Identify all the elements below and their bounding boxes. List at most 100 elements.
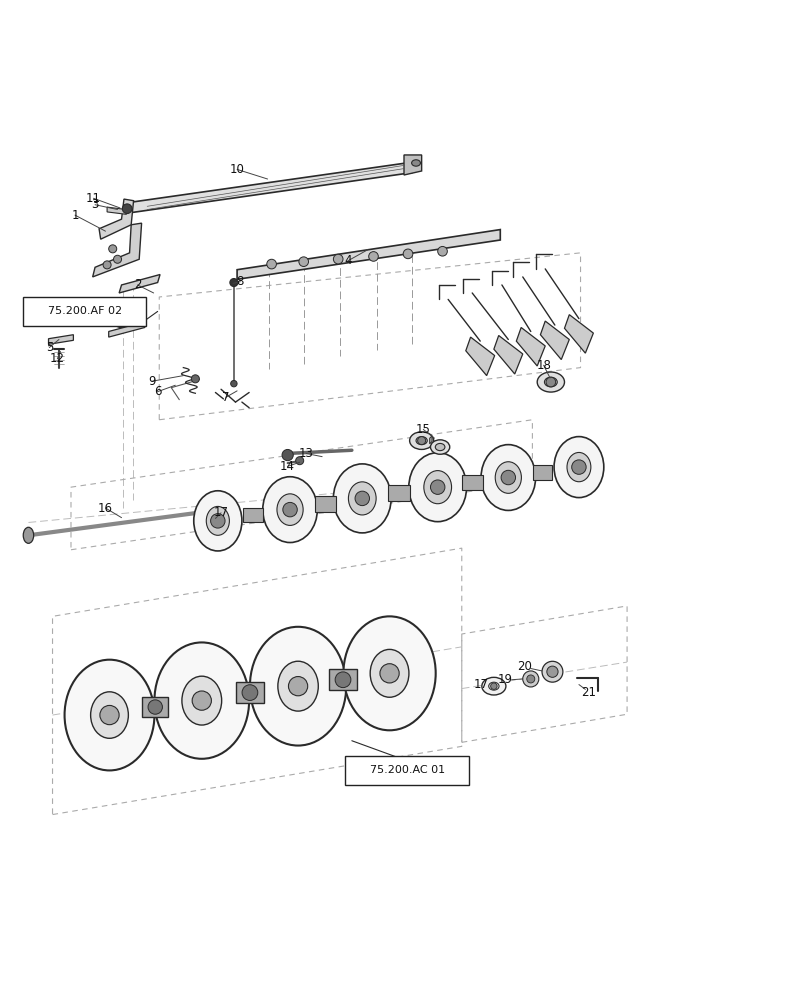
Ellipse shape	[343, 616, 436, 730]
Text: 17: 17	[473, 678, 489, 691]
Ellipse shape	[537, 372, 565, 392]
Ellipse shape	[348, 482, 377, 515]
Polygon shape	[430, 436, 432, 444]
Text: 7: 7	[222, 391, 229, 404]
Text: 16: 16	[98, 502, 113, 515]
Ellipse shape	[194, 491, 242, 551]
Ellipse shape	[567, 452, 591, 482]
Text: 12: 12	[50, 352, 65, 365]
Ellipse shape	[409, 453, 466, 522]
Polygon shape	[93, 223, 141, 277]
Text: 14: 14	[280, 460, 295, 473]
Text: 10: 10	[229, 163, 245, 176]
Text: 75.200.AC 01: 75.200.AC 01	[369, 765, 444, 775]
Ellipse shape	[90, 692, 128, 738]
Circle shape	[523, 671, 539, 687]
Circle shape	[109, 245, 116, 253]
Circle shape	[103, 261, 112, 269]
Text: 8: 8	[237, 275, 244, 288]
Text: 17: 17	[213, 506, 229, 519]
Ellipse shape	[481, 445, 536, 510]
Circle shape	[334, 254, 343, 264]
Text: 75.200.AF 02: 75.200.AF 02	[48, 306, 122, 316]
Circle shape	[380, 664, 399, 683]
Ellipse shape	[278, 661, 318, 711]
Circle shape	[490, 683, 497, 689]
Polygon shape	[404, 155, 422, 175]
Text: 11: 11	[86, 192, 101, 205]
Circle shape	[299, 257, 309, 266]
Ellipse shape	[182, 676, 221, 725]
Polygon shape	[494, 335, 523, 374]
Polygon shape	[237, 230, 500, 279]
Ellipse shape	[263, 477, 318, 543]
Circle shape	[547, 666, 558, 677]
Circle shape	[527, 675, 535, 683]
Circle shape	[418, 437, 426, 445]
Text: 13: 13	[299, 447, 314, 460]
Text: 15: 15	[416, 423, 431, 436]
Circle shape	[230, 380, 237, 387]
Polygon shape	[388, 485, 410, 501]
Polygon shape	[315, 496, 336, 512]
Polygon shape	[516, 327, 545, 366]
Polygon shape	[465, 337, 494, 376]
Text: 2: 2	[134, 278, 141, 291]
Text: 21: 21	[581, 686, 596, 699]
Circle shape	[192, 691, 212, 710]
Text: 19: 19	[498, 673, 512, 686]
Polygon shape	[533, 465, 553, 480]
Ellipse shape	[495, 462, 521, 493]
Circle shape	[191, 375, 200, 383]
Text: 4: 4	[344, 254, 351, 267]
Ellipse shape	[410, 432, 434, 449]
Polygon shape	[99, 199, 133, 239]
Text: 5: 5	[45, 341, 53, 354]
Polygon shape	[329, 669, 357, 690]
Polygon shape	[236, 682, 264, 703]
Text: 1: 1	[71, 209, 78, 222]
Polygon shape	[109, 322, 145, 337]
Circle shape	[572, 460, 586, 474]
Circle shape	[335, 672, 351, 688]
Text: 6: 6	[154, 385, 162, 398]
Circle shape	[113, 255, 121, 263]
Circle shape	[283, 502, 297, 517]
Circle shape	[438, 246, 448, 256]
Ellipse shape	[554, 437, 604, 498]
Ellipse shape	[431, 440, 450, 454]
Ellipse shape	[334, 464, 391, 533]
Ellipse shape	[250, 627, 346, 746]
Circle shape	[296, 457, 304, 465]
Polygon shape	[541, 321, 570, 360]
Ellipse shape	[489, 682, 499, 690]
Text: 3: 3	[91, 198, 99, 211]
Text: 20: 20	[517, 660, 532, 673]
Ellipse shape	[65, 660, 154, 770]
Circle shape	[229, 279, 238, 287]
Circle shape	[148, 700, 162, 714]
Circle shape	[267, 259, 276, 269]
Ellipse shape	[23, 527, 34, 543]
Ellipse shape	[206, 506, 229, 535]
Ellipse shape	[545, 377, 558, 387]
Circle shape	[355, 491, 369, 506]
FancyBboxPatch shape	[346, 756, 469, 785]
Ellipse shape	[482, 677, 506, 695]
Circle shape	[368, 252, 378, 261]
Ellipse shape	[154, 642, 249, 759]
Text: 18: 18	[537, 359, 551, 372]
Polygon shape	[462, 475, 482, 490]
Polygon shape	[107, 207, 126, 214]
Ellipse shape	[277, 494, 303, 525]
Circle shape	[242, 685, 258, 700]
Circle shape	[431, 480, 445, 494]
Circle shape	[122, 204, 132, 214]
Circle shape	[403, 249, 413, 259]
Ellipse shape	[416, 437, 427, 445]
Polygon shape	[124, 162, 412, 214]
Circle shape	[501, 470, 516, 485]
Circle shape	[282, 449, 293, 461]
Text: 9: 9	[149, 375, 156, 388]
Polygon shape	[243, 508, 263, 522]
